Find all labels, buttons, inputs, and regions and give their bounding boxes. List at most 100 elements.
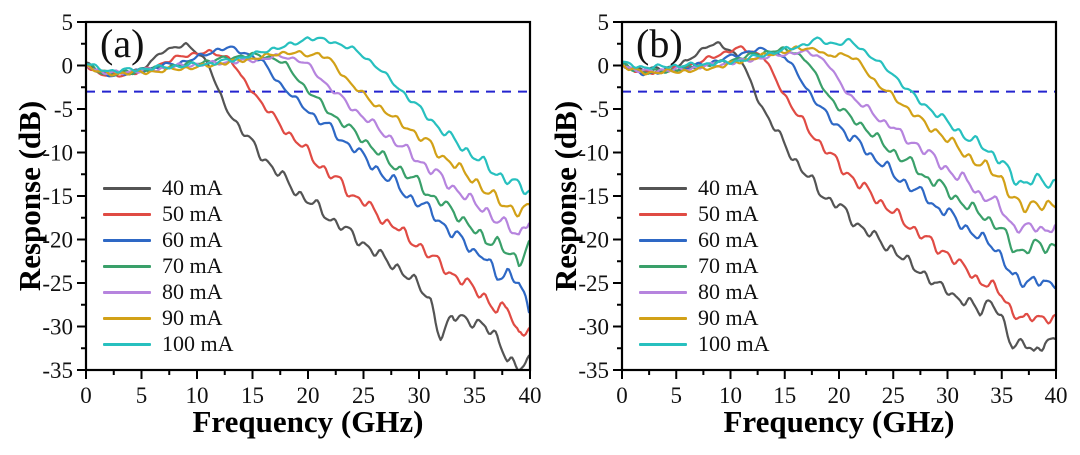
x-tick-label: 35 — [463, 383, 486, 408]
y-tick-label: -25 — [578, 271, 609, 296]
legend-row-40-ma: 40 mA — [639, 175, 770, 201]
legend-label: 100 mA — [698, 331, 770, 356]
x-tick-label: 25 — [882, 383, 905, 408]
x-tick-label: 0 — [616, 383, 628, 408]
legend-row-80-ma: 80 mA — [639, 279, 770, 305]
y-tick-label: -15 — [42, 184, 73, 209]
x-tick-label: 5 — [136, 383, 148, 408]
legend-line-swatch — [639, 290, 687, 294]
x-tick-label: 40 — [1045, 383, 1068, 408]
panel-b-label: (b) — [636, 21, 683, 66]
x-tick-label: 20 — [297, 383, 320, 408]
panel-b-y-axis-title-wrap: Response (dB) — [548, 86, 583, 306]
y-tick-label: -20 — [578, 228, 609, 253]
panel-a-legend: 40 mA 50 mA 60 mA 70 mA 80 mA 90 mA 100 mA — [103, 175, 234, 357]
legend-label: 60 mA — [162, 227, 223, 252]
legend-label: 50 mA — [162, 201, 223, 226]
legend-line-swatch — [639, 186, 687, 190]
legend-row-50-ma: 50 mA — [103, 201, 234, 227]
panel-a-label: (a) — [100, 21, 145, 66]
legend-label: 100 mA — [162, 331, 234, 356]
legend-line-swatch — [639, 238, 687, 242]
y-tick-label: -15 — [578, 184, 609, 209]
series-curve-90-ma — [86, 50, 530, 218]
legend-row-70-ma: 70 mA — [639, 253, 770, 279]
panel-b-legend: 40 mA 50 mA 60 mA 70 mA 80 mA 90 mA 100 mA — [639, 175, 770, 357]
panel-b-chart: 0 5 10 15 20 25 30 35 40 5 0 -5 -10 -15 -20 -25 -30 -35 — [578, 10, 1068, 408]
y-tick-label: -10 — [578, 141, 609, 166]
y-tick-label: -30 — [42, 315, 73, 340]
legend-row-70-ma: 70 mA — [103, 253, 234, 279]
y-tick-label: 5 — [62, 10, 74, 35]
legend-line-swatch — [103, 342, 151, 346]
legend-line-swatch — [103, 316, 151, 320]
legend-row-90-ma: 90 mA — [639, 305, 770, 331]
x-tick-label: 10 — [719, 383, 742, 408]
x-tick-label: 5 — [671, 383, 683, 408]
legend-row-100-ma: 100 mA — [103, 331, 234, 357]
series-curve-70-ma — [86, 51, 530, 268]
panel-b: 0 5 10 15 20 25 30 35 40 5 0 -5 -10 -15 -20 -25 -30 -35 (… — [540, 0, 1080, 455]
series-curve-80-ma — [622, 48, 1056, 234]
x-axis-title: Frequency (GHz) — [723, 404, 955, 439]
y-axis-title: Response (dB) — [548, 100, 583, 292]
y-tick-label: 0 — [598, 54, 610, 79]
panel-a-chart: 0 5 10 15 20 25 30 35 40 5 0 -5 -10 -15 -20 -25 -30 -35 — [42, 10, 542, 408]
legend-line-swatch — [103, 264, 151, 268]
y-tick-label: -35 — [42, 358, 73, 383]
panel-a: 0 5 10 15 20 25 30 35 40 5 0 -5 -10 -15 -20 -25 -30 -35 (… — [12, 10, 542, 439]
legend-row-40-ma: 40 mA — [103, 175, 234, 201]
x-tick-label: 20 — [828, 383, 851, 408]
legend-label: 90 mA — [698, 305, 759, 330]
series-curve-80-ma — [86, 53, 530, 236]
legend-label: 70 mA — [698, 253, 759, 278]
legend-row-80-ma: 80 mA — [103, 279, 234, 305]
legend-label: 40 mA — [698, 175, 759, 200]
x-tick-label: 15 — [241, 383, 264, 408]
legend-label: 60 mA — [698, 227, 759, 252]
series-curve-40-ma — [622, 41, 1056, 352]
x-tick-label: 30 — [936, 383, 959, 408]
legend-label: 70 mA — [162, 253, 223, 278]
y-tick-label: -30 — [578, 315, 609, 340]
y-tick-label: -5 — [54, 97, 73, 122]
legend-line-swatch — [639, 316, 687, 320]
y-tick-label: 0 — [62, 54, 74, 79]
plot-frame — [620, 20, 1058, 372]
x-tick-label: 40 — [519, 383, 542, 408]
legend-row-50-ma: 50 mA — [639, 201, 770, 227]
legend-line-swatch — [639, 264, 687, 268]
legend-line-swatch — [103, 238, 151, 242]
x-tick-label: 30 — [408, 383, 431, 408]
series-curve-40-ma — [86, 41, 530, 370]
legend-row-90-ma: 90 mA — [103, 305, 234, 331]
legend-row-60-ma: 60 mA — [639, 227, 770, 253]
x-tick-label: 25 — [352, 383, 375, 408]
x-tick-label: 15 — [773, 383, 796, 408]
x-axis-title: Frequency (GHz) — [192, 404, 424, 439]
legend-line-swatch — [639, 212, 687, 216]
x-tick-label: 10 — [186, 383, 209, 408]
legend-row-60-ma: 60 mA — [103, 227, 234, 253]
plot-frame — [84, 20, 532, 372]
legend-line-swatch — [639, 342, 687, 346]
legend-line-swatch — [103, 212, 151, 216]
y-tick-label: -20 — [42, 228, 73, 253]
x-tick-label: 0 — [80, 383, 92, 408]
legend-label: 80 mA — [698, 279, 759, 304]
legend-label: 90 mA — [162, 305, 223, 330]
panel-a-y-axis-title-wrap: Response (dB) — [12, 86, 47, 306]
legend-label: 40 mA — [162, 175, 223, 200]
legend-line-swatch — [103, 290, 151, 294]
x-tick-label: 35 — [990, 383, 1013, 408]
y-tick-label: -25 — [42, 271, 73, 296]
y-tick-label: -5 — [590, 97, 609, 122]
legend-line-swatch — [103, 186, 151, 190]
y-tick-label: 5 — [598, 10, 610, 35]
legend-label: 80 mA — [162, 279, 223, 304]
series-curve-100-ma — [622, 36, 1056, 189]
y-tick-label: -35 — [578, 358, 609, 383]
y-axis-title: Response (dB) — [12, 100, 47, 292]
y-tick-label: -10 — [42, 141, 73, 166]
